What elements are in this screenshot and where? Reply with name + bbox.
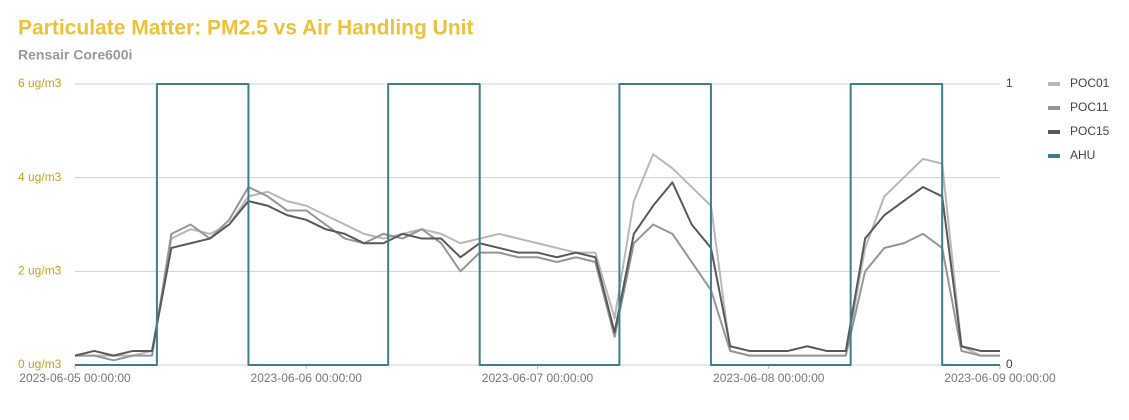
series-line <box>75 83 1000 366</box>
x-tick-label: 2023-06-06 00:00:00 <box>251 371 363 385</box>
series-line <box>75 186 1000 362</box>
x-tick-label: 2023-06-08 00:00:00 <box>713 371 825 385</box>
legend-swatch <box>1048 130 1060 134</box>
y-tick-label: 4 ug/m3 <box>18 170 62 184</box>
legend-swatch <box>1048 154 1060 158</box>
y-tick-label: 0 ug/m3 <box>18 357 62 371</box>
y-tick-label: 6 ug/m3 <box>18 76 62 90</box>
x-tick-label: 2023-06-07 00:00:00 <box>482 371 594 385</box>
legend-swatch <box>1048 106 1060 110</box>
y-tick-label: 2 ug/m3 <box>18 264 62 278</box>
legend-label: POC15 <box>1070 124 1110 138</box>
x-tick-label: 2023-06-05 00:00:00 <box>19 371 131 385</box>
x-tick-label: 2023-06-09 00:00:00 <box>944 371 1056 385</box>
chart-title: Particulate Matter: PM2.5 vs Air Handlin… <box>18 17 473 40</box>
y2-tick-label: 0 <box>1006 357 1013 371</box>
legend-swatch <box>1048 82 1060 86</box>
legend-label: AHU <box>1070 148 1095 162</box>
series-line <box>74 181 1000 357</box>
legend-label: POC01 <box>1070 76 1110 90</box>
y2-tick-label: 1 <box>1006 76 1013 90</box>
series-line <box>75 153 1000 357</box>
legend-label: POC11 <box>1070 100 1109 114</box>
chart-subtitle: Rensair Core600i <box>18 47 132 63</box>
